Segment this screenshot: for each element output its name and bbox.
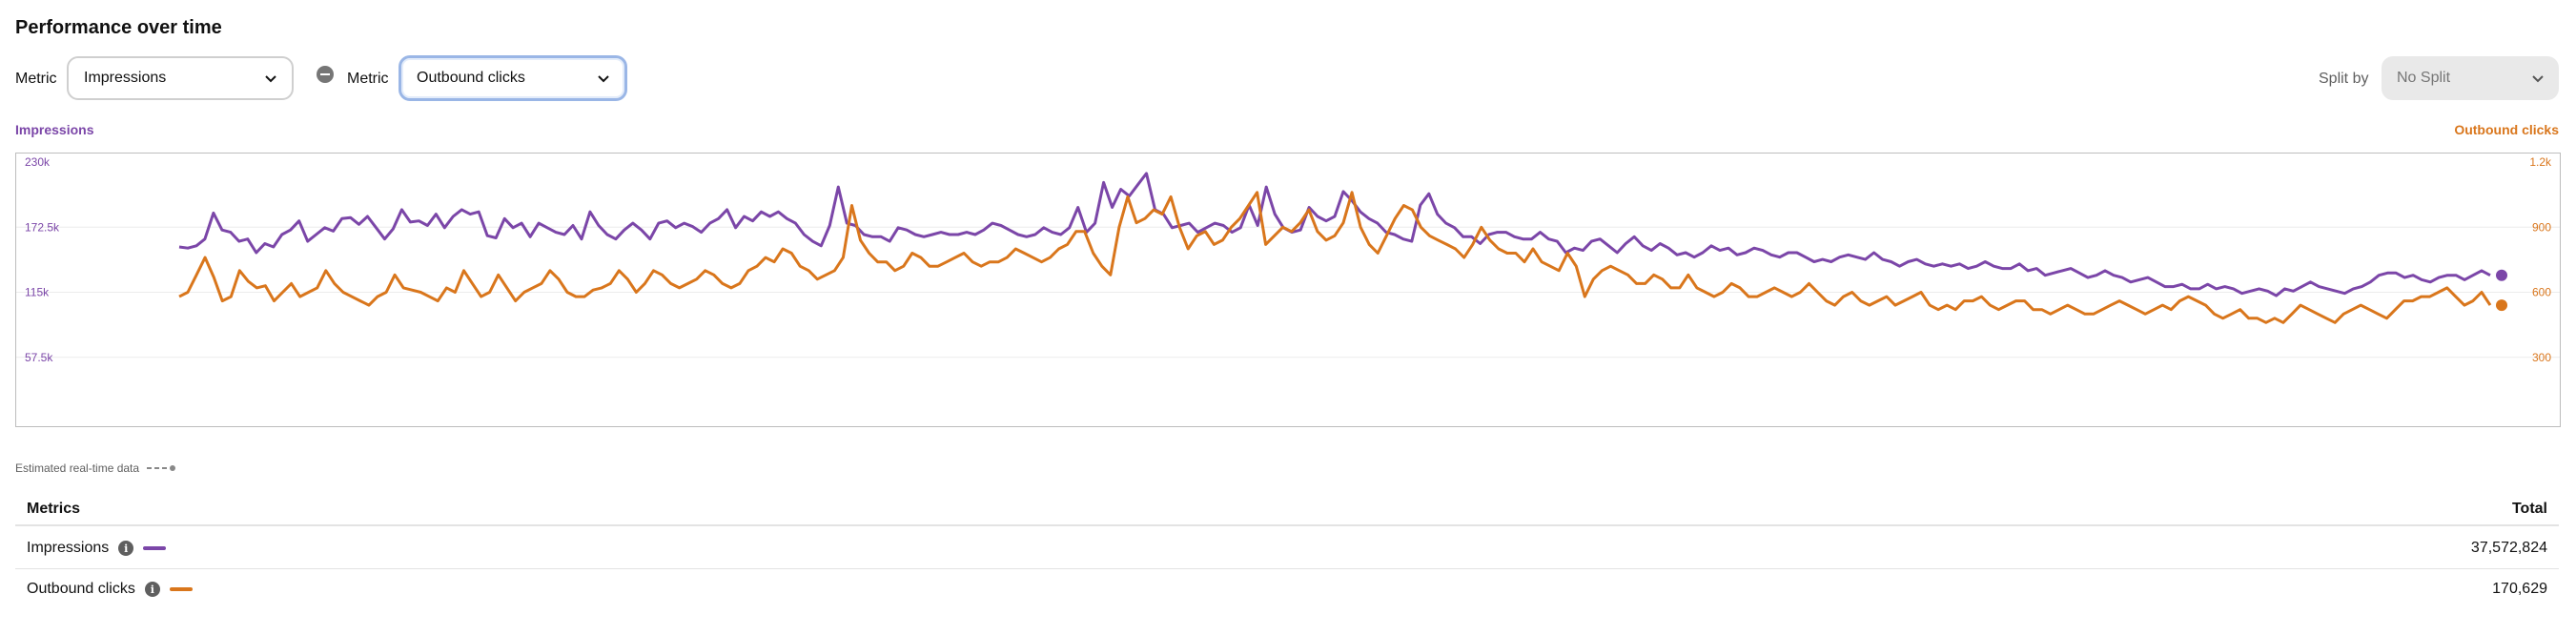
legend-impressions: Impressions xyxy=(15,122,94,137)
info-icon[interactable]: i xyxy=(144,582,160,597)
metrics-table-header: Metrics Total xyxy=(15,494,2559,526)
y-left-tick-label: 230k xyxy=(25,155,51,169)
realtime-label: Estimated real-time data xyxy=(15,461,140,475)
col-total: Total xyxy=(2511,501,2547,517)
chart-frame xyxy=(15,153,2561,427)
split-by-select[interactable]: No Split xyxy=(2382,56,2559,100)
y-left-tick-label: 172.5k xyxy=(25,220,60,234)
impressions-realtime-point xyxy=(2496,269,2507,281)
metric-1-value: Impressions xyxy=(84,70,167,86)
remove-metric-icon[interactable] xyxy=(317,66,334,83)
y-right-tick-label: 1.2k xyxy=(2529,155,2552,169)
row-total-outbound-clicks: 170,629 xyxy=(2492,581,2547,597)
legend-outbound-clicks: Outbound clicks xyxy=(2454,122,2559,137)
chevron-down-icon xyxy=(265,75,276,83)
metric-1-select[interactable]: Impressions xyxy=(67,56,294,100)
row-total-impressions: 37,572,824 xyxy=(2470,540,2547,556)
col-metrics: Metrics xyxy=(27,501,81,517)
y-left-tick-label: 115k xyxy=(25,286,50,299)
impressions-line xyxy=(178,172,2491,297)
y-left-tick-label: 57.5k xyxy=(25,351,53,364)
outbound-clicks-realtime-point xyxy=(2496,299,2507,312)
split-by-value: No Split xyxy=(2397,70,2451,86)
y-right-tick-label: 900 xyxy=(2532,220,2551,234)
row-name-outbound-clicks: Outbound clicks xyxy=(27,581,135,597)
y-right-tick-label: 600 xyxy=(2532,286,2551,299)
y-right-tick-label: 300 xyxy=(2532,351,2551,364)
page-title: Performance over time xyxy=(15,17,222,38)
metric-2-value: Outbound clicks xyxy=(417,70,525,86)
chevron-down-icon xyxy=(598,75,609,83)
outbound-clicks-line xyxy=(178,191,2492,324)
metric-label-2: Metric xyxy=(347,71,389,87)
row-divider xyxy=(15,568,2559,569)
row-name-impressions: Impressions xyxy=(27,540,110,556)
impressions-swatch xyxy=(143,546,167,550)
realtime-note: Estimated real-time data xyxy=(15,461,176,475)
table-row: Impressions i 37,572,824 xyxy=(15,528,2559,568)
outbound-swatch xyxy=(169,587,193,591)
split-by-label: Split by xyxy=(2319,71,2369,87)
chevron-down-icon xyxy=(2532,75,2544,83)
realtime-dots-icon xyxy=(147,465,176,471)
table-row: Outbound clicks i 170,629 xyxy=(15,569,2559,609)
metric-2-select[interactable]: Outbound clicks xyxy=(399,55,627,101)
info-icon[interactable]: i xyxy=(118,541,134,556)
metric-label-1: Metric xyxy=(15,71,57,87)
